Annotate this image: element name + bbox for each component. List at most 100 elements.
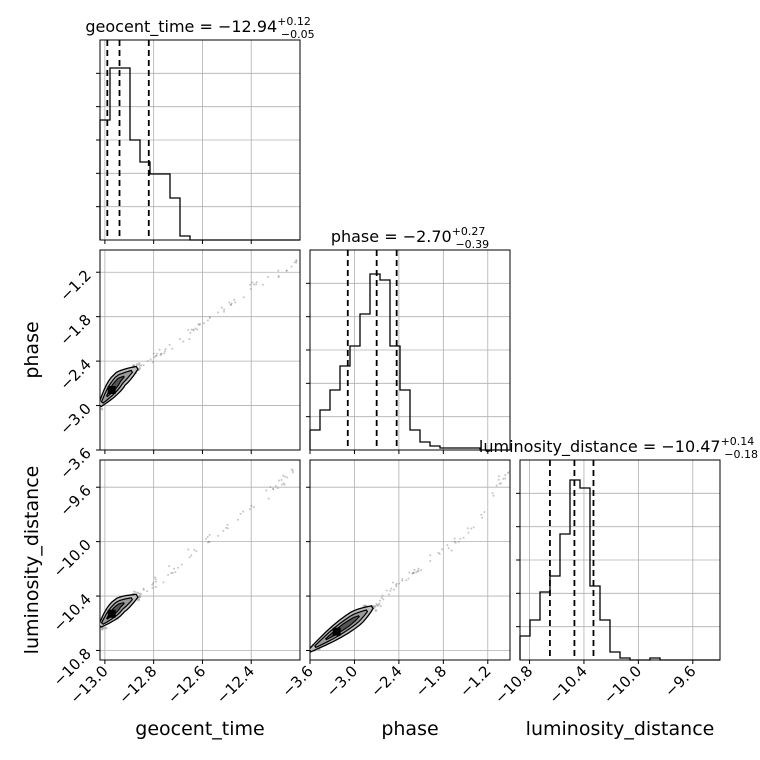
scatter-point — [249, 287, 252, 290]
scatter-point — [284, 475, 287, 478]
scatter-point — [285, 269, 288, 272]
joint-geocent_time-luminosity_distance-frame — [99, 459, 301, 661]
scatter-point — [142, 588, 145, 591]
scatter-point — [198, 323, 201, 326]
scatter-point — [401, 579, 404, 582]
scatter-point — [412, 571, 415, 574]
scatter-point — [205, 538, 208, 541]
scatter-point — [378, 599, 381, 602]
scatter-point — [189, 331, 192, 334]
scatter-point — [136, 591, 140, 595]
scatter-point — [171, 571, 174, 574]
scatter-point — [242, 510, 245, 513]
scatter-point — [248, 508, 251, 511]
scatter-point — [154, 586, 157, 589]
scatter-point — [223, 308, 226, 311]
x-axis-label-luminosity_distance: luminosity_distance — [526, 718, 715, 740]
scatter-point — [188, 338, 191, 341]
scatter-point — [236, 518, 239, 521]
scatter-point — [135, 363, 139, 366]
scatter-point — [182, 340, 185, 343]
scatter-point — [142, 364, 145, 367]
y-tick-label: −3.0 — [56, 400, 94, 438]
scatter-point — [261, 283, 264, 286]
scatter-point — [229, 304, 232, 307]
scatter-point — [173, 567, 176, 570]
scatter-point — [158, 348, 161, 351]
y-tick-label: −3.6 — [56, 444, 94, 482]
x-tick-label: −12.8 — [115, 662, 160, 707]
scatter-point — [392, 581, 395, 584]
scatter-point — [416, 570, 419, 573]
scatter-point — [187, 548, 190, 551]
scatter-point — [466, 527, 469, 530]
scatter-point — [206, 536, 209, 539]
scatter-point — [174, 571, 177, 574]
scatter-point — [266, 275, 269, 278]
scatter-point — [492, 494, 495, 497]
scatter-point — [429, 560, 432, 563]
scatter-point — [230, 303, 233, 306]
histogram-step-geocent_time — [99, 67, 300, 241]
scatter-point — [277, 269, 280, 272]
scatter-point — [382, 598, 385, 601]
scatter-point — [162, 581, 165, 584]
scatter-point — [239, 512, 242, 515]
scatter-point — [504, 473, 507, 476]
scatter-point — [223, 310, 226, 313]
scatter-point — [155, 354, 158, 357]
joint-panel-geocent_time-phase — [96, 249, 301, 454]
scatter-point — [398, 582, 401, 585]
joint-phase-luminosity_distance-frame — [309, 459, 511, 661]
joint-geocent_time-phase-frame — [99, 249, 301, 451]
scatter-point — [457, 540, 460, 543]
scatter-point — [138, 364, 141, 367]
scatter-point — [202, 322, 205, 325]
scatter-point — [138, 595, 142, 599]
scatter-point — [491, 492, 494, 495]
y-tick-label: −10.4 — [50, 590, 95, 635]
histogram-panel-geocent_time — [96, 39, 301, 244]
title-minus: −0.39 — [455, 238, 489, 251]
scatter-point — [380, 596, 383, 599]
density-peak-marker — [107, 386, 116, 394]
scatter-point — [163, 350, 166, 353]
scatter-point — [415, 571, 418, 574]
scatter-point — [395, 582, 398, 585]
scatter-point — [208, 317, 211, 320]
scatter-point — [375, 602, 378, 605]
scatter-point — [295, 261, 298, 264]
scatter-point — [226, 527, 229, 530]
joint-content — [100, 468, 294, 631]
scatter-point — [217, 534, 220, 537]
scatter-point — [429, 554, 432, 557]
scatter-point — [389, 589, 392, 592]
scatter-point — [154, 354, 157, 357]
scatter-point — [154, 578, 157, 581]
scatter-point — [447, 547, 450, 550]
scatter-point — [504, 477, 507, 480]
scatter-point — [495, 484, 498, 487]
scatter-point — [146, 590, 149, 593]
scatter-point — [499, 482, 502, 485]
scatter-point — [483, 510, 486, 513]
scatter-point — [155, 352, 158, 355]
x-tick-label: −12.4 — [213, 662, 258, 707]
scatter-point — [277, 276, 280, 279]
scatter-point — [272, 487, 275, 490]
scatter-point — [470, 527, 473, 530]
scatter-point — [168, 565, 171, 568]
scatter-point — [438, 552, 441, 555]
scatter-point — [290, 468, 293, 471]
x-axis-label-phase: phase — [381, 718, 438, 740]
scatter-point — [472, 526, 475, 529]
scatter-point — [100, 407, 104, 411]
x-tick-label: −3.6 — [278, 662, 316, 700]
scatter-point — [295, 259, 298, 262]
scatter-point — [220, 306, 223, 309]
scatter-point — [152, 582, 155, 585]
scatter-point — [282, 474, 285, 477]
scatter-point — [151, 361, 154, 364]
scatter-point — [441, 548, 444, 551]
scatter-point — [295, 259, 298, 262]
